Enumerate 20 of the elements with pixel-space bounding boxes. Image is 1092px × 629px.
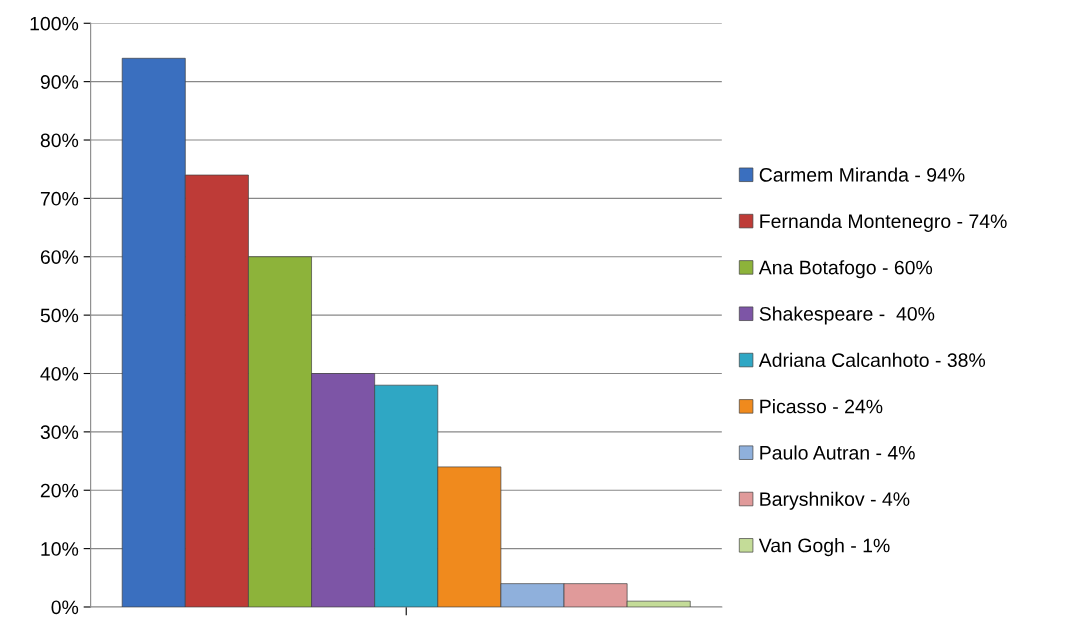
y-tick-label: 90%: [40, 75, 79, 89]
legend-label: Van Gogh - 1%: [758, 538, 890, 557]
y-tick-label: 20%: [40, 483, 79, 498]
legend-label: Carmem Miranda - 94%: [759, 167, 965, 182]
y-tick-label: 50%: [40, 308, 79, 323]
y-tick-label: 0%: [51, 600, 79, 615]
legend-label: Baryshnikov - 4%: [760, 491, 910, 510]
y-tick-label: 100%: [30, 16, 79, 31]
y-tick-label: 70%: [40, 191, 79, 206]
y-tick-label: 60%: [40, 250, 79, 264]
legend-label: Picasso - 24%: [760, 399, 883, 414]
legend-label: Ana Botafogo - 60%: [758, 260, 933, 279]
legend-label: Paulo Autran - 4%: [760, 445, 915, 460]
y-tick-label: 80%: [40, 133, 79, 148]
legend-label: Fernanda Montenegro - 74%: [760, 213, 1007, 232]
legend-label: Shakespeare - 40%: [759, 306, 935, 325]
y-tick-label: 10%: [41, 542, 79, 556]
legend-label: Adriana Calcanhoto - 38%: [758, 352, 986, 368]
y-tick-label: 30%: [40, 425, 79, 440]
y-tick-label: 40%: [40, 366, 79, 381]
